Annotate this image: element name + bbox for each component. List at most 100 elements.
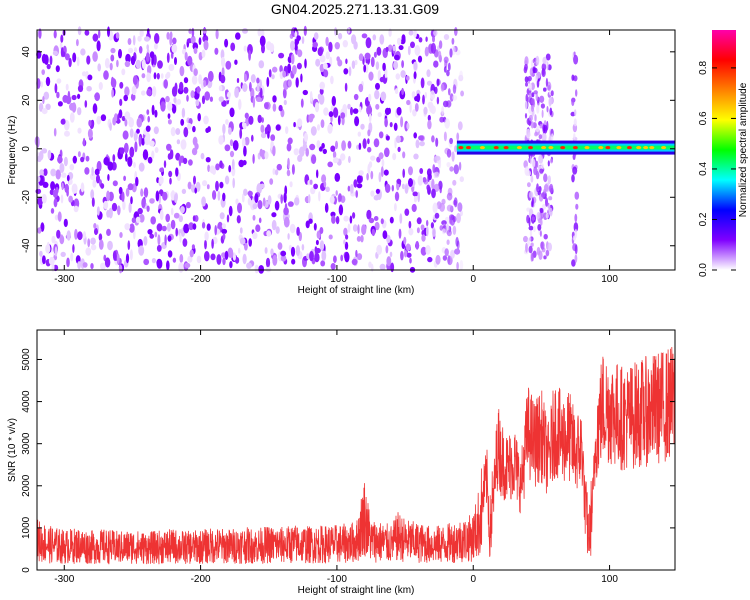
spectrogram-cell bbox=[162, 191, 168, 201]
spectrogram-cell bbox=[316, 230, 321, 239]
spectrogram-cell bbox=[543, 87, 547, 92]
spectrogram-cell bbox=[314, 252, 320, 263]
spectrogram-cell bbox=[436, 78, 440, 87]
y-tick-label: -20 bbox=[21, 190, 32, 205]
spectrogram-cell bbox=[243, 45, 247, 52]
spectrogram-cell bbox=[52, 50, 59, 56]
spectrogram-cell bbox=[42, 96, 45, 104]
spectrogram-cell bbox=[125, 152, 128, 162]
spectrogram-cell bbox=[260, 132, 267, 139]
spectrogram-cell bbox=[242, 122, 247, 130]
spectrogram-cell bbox=[443, 66, 447, 73]
spectrogram-cell bbox=[173, 212, 180, 219]
spectrogram-cell bbox=[571, 74, 575, 81]
spectrogram-cell bbox=[539, 207, 544, 214]
spectrogram-cell bbox=[154, 33, 160, 44]
spectrogram-cell bbox=[425, 36, 428, 42]
spectrogram-cell bbox=[272, 95, 277, 103]
spectrogram-cell bbox=[168, 170, 173, 178]
spectrogram-cell bbox=[309, 91, 313, 102]
spectrogram-cell bbox=[160, 101, 166, 112]
spectrogram-cell bbox=[39, 169, 44, 176]
spectrogram-cell bbox=[359, 106, 362, 113]
spectrogram-cell bbox=[92, 51, 98, 62]
spectrogram-cell bbox=[293, 122, 296, 128]
spectrogram-cell bbox=[256, 77, 260, 84]
spectrogram-cell bbox=[448, 88, 451, 96]
spectrogram-cell bbox=[242, 83, 248, 92]
spectrogram-cell bbox=[38, 28, 42, 39]
spectrogram-cell bbox=[335, 140, 338, 150]
spectrogram-cell bbox=[550, 90, 554, 97]
spectrogram-cell bbox=[365, 63, 369, 74]
spectrogram-cell bbox=[302, 89, 308, 96]
spectrogram-cell bbox=[361, 33, 368, 39]
spectrogram-cell bbox=[64, 130, 70, 137]
spectrogram-cell bbox=[71, 183, 78, 194]
spectrogram-cell bbox=[129, 146, 135, 158]
spectrogram-cell bbox=[571, 259, 576, 267]
spectrogram-cell bbox=[36, 136, 40, 148]
spectrogram-cell bbox=[167, 113, 171, 119]
spectrogram-cell bbox=[123, 175, 126, 181]
spectrogram-cell bbox=[145, 52, 150, 62]
spectrogram-cell bbox=[119, 98, 123, 106]
spectrogram-cell bbox=[125, 253, 130, 264]
spectrogram-cell bbox=[170, 207, 174, 216]
spectrogram-cell bbox=[541, 68, 546, 78]
spectrogram-cell bbox=[113, 113, 118, 122]
spectrogram-cell bbox=[254, 264, 259, 274]
spectrogram-cell bbox=[260, 183, 265, 189]
spectrogram-cell bbox=[543, 255, 547, 260]
spectrogram-cell bbox=[452, 179, 457, 186]
spectrogram-cell bbox=[272, 254, 278, 266]
spectrogram-cell bbox=[147, 115, 150, 123]
spectrogram-cell bbox=[541, 109, 544, 119]
spectrogram-cell bbox=[410, 41, 415, 49]
spectrogram-cell bbox=[172, 37, 177, 45]
spectrogram-cell bbox=[45, 103, 51, 111]
spectrogram-cell bbox=[432, 202, 438, 214]
spectrogram-cell bbox=[408, 30, 414, 36]
spectrogram-cell bbox=[412, 191, 419, 197]
spectrogram-cell bbox=[57, 155, 63, 164]
spectrogram-cell bbox=[94, 92, 100, 102]
snr-y-axis: 0 1000 2000 3000 4000 5000 bbox=[21, 348, 675, 573]
spectrogram-cell bbox=[98, 82, 103, 90]
spectrogram-cell bbox=[368, 93, 372, 102]
spectrogram-cell bbox=[178, 215, 183, 223]
colorbar-ticks: 0.0 0.2 0.4 0.6 0.8 bbox=[698, 61, 736, 277]
spectrogram-cell bbox=[335, 216, 340, 225]
spectrogram-cell bbox=[119, 81, 124, 89]
spectrogram-cell bbox=[446, 148, 452, 158]
spectrogram-cell bbox=[167, 119, 172, 125]
spectrogram-cell bbox=[50, 208, 55, 214]
spectrogram-cell bbox=[94, 168, 100, 176]
spectrogram-cell bbox=[136, 117, 143, 128]
spectrogram-cell bbox=[175, 227, 178, 237]
spectrogram-cell bbox=[523, 235, 528, 243]
spectrogram-cell bbox=[69, 112, 75, 123]
spectrogram-cell bbox=[130, 196, 133, 205]
spectrogram-cell bbox=[203, 80, 207, 88]
spectrogram-cell bbox=[147, 156, 153, 164]
spectrogram-cell bbox=[458, 161, 462, 171]
spectrogram-cell bbox=[319, 81, 326, 90]
spectrogram-cell bbox=[84, 29, 90, 36]
spectrogram-cell bbox=[275, 226, 280, 234]
spectrogram-cell bbox=[399, 213, 403, 224]
spectrogram-cell bbox=[119, 232, 123, 238]
spectrogram-cell bbox=[128, 117, 134, 128]
spectrogram-cell bbox=[382, 230, 388, 240]
spectrogram-cell bbox=[322, 148, 327, 155]
spectrogram-cell bbox=[376, 244, 383, 255]
spectrogram-cell bbox=[196, 255, 202, 264]
spectrogram-cell bbox=[46, 63, 51, 70]
spectrogram-cell bbox=[538, 134, 543, 140]
spectrogram-cell bbox=[393, 60, 399, 70]
spectrogram-cell bbox=[182, 238, 188, 247]
spectrogram-cell bbox=[441, 220, 447, 226]
spectrogram-cell bbox=[106, 209, 110, 218]
spectrogram-cell bbox=[94, 227, 98, 236]
spectrogram-cell bbox=[385, 46, 389, 53]
